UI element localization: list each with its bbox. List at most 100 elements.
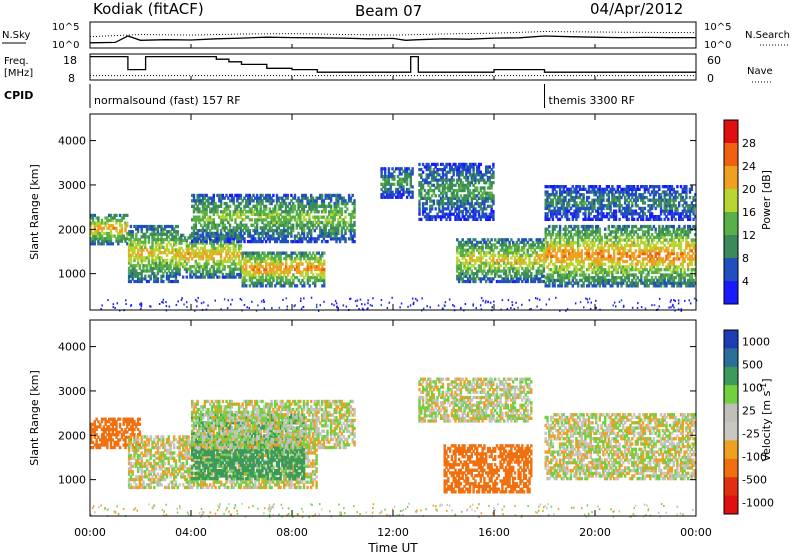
cell-5	[380, 167, 383, 171]
cell-4	[302, 196, 306, 200]
cell-4	[311, 196, 315, 200]
cell-3	[252, 256, 255, 261]
cell-1	[151, 258, 154, 263]
cell-2	[189, 267, 192, 271]
cell-0	[97, 239, 100, 243]
cell-4	[333, 218, 336, 222]
cell-3	[270, 259, 273, 263]
cell-7	[457, 274, 461, 278]
cell-4	[346, 207, 349, 211]
cell-5	[398, 167, 401, 171]
cell-5	[389, 190, 392, 194]
cell-4	[293, 215, 297, 219]
cell-4	[207, 218, 210, 222]
cell-4	[228, 210, 232, 214]
cell-4	[313, 229, 316, 233]
cell-6	[472, 194, 475, 198]
cell-4	[344, 199, 347, 203]
cell-0	[124, 237, 127, 241]
cell-3	[256, 262, 259, 266]
cell-6	[427, 191, 430, 195]
cell-4	[237, 223, 241, 227]
cell-3	[306, 265, 310, 269]
cell-6	[488, 212, 491, 216]
cell-3	[263, 256, 266, 261]
cell-5	[380, 182, 383, 186]
cell-2	[223, 265, 226, 269]
cell-4	[200, 210, 203, 214]
cell-4	[221, 223, 225, 227]
cell-4	[340, 212, 344, 217]
cell-4	[239, 215, 243, 219]
cell-5	[382, 182, 385, 186]
cell-4	[219, 234, 223, 238]
cell-6	[468, 207, 472, 211]
cell-1	[144, 232, 147, 236]
cell-0	[115, 229, 118, 233]
cell-0	[113, 226, 116, 230]
cell-6	[436, 212, 439, 216]
cell-4	[212, 210, 215, 214]
cell-4	[200, 193, 203, 198]
cell-1	[154, 277, 158, 281]
cell-4	[322, 237, 326, 241]
cell-1	[151, 238, 154, 242]
cell-3	[275, 265, 279, 269]
cell-4	[326, 196, 329, 200]
cell-6	[456, 178, 459, 182]
cell-6	[479, 186, 482, 190]
cell-2	[216, 246, 219, 250]
cell-6	[425, 215, 428, 219]
cell-4	[279, 223, 282, 227]
cell-4	[194, 223, 197, 227]
cell-6	[448, 165, 452, 169]
cell-4	[274, 218, 277, 222]
cell-6	[456, 165, 459, 169]
cell-4	[349, 212, 353, 217]
cell-4	[319, 231, 322, 236]
cell-7	[457, 259, 461, 263]
cell-2	[210, 254, 214, 258]
cell-4	[275, 210, 279, 214]
cell-4	[243, 226, 246, 230]
cell-2	[227, 252, 230, 256]
cell-2	[198, 233, 201, 237]
cell-1	[165, 266, 169, 270]
cell-4	[329, 193, 333, 198]
cell-4	[338, 237, 342, 241]
cell-4	[324, 239, 327, 244]
cell-6	[465, 165, 468, 169]
cell-4	[192, 231, 196, 236]
cell-3	[303, 256, 306, 261]
cell-5	[391, 195, 394, 199]
cell-4	[313, 223, 316, 227]
cell-5	[380, 193, 383, 197]
cell-1	[163, 258, 167, 263]
cell-8	[607, 224, 610, 229]
cell-4	[255, 229, 259, 233]
cell-5	[389, 185, 392, 189]
cell-4	[281, 223, 284, 227]
cell-4	[264, 223, 268, 227]
cell-2	[196, 252, 199, 256]
cell-6	[447, 202, 450, 206]
cell-6	[456, 212, 459, 216]
cell-0	[104, 221, 107, 225]
cell-6	[418, 181, 421, 185]
cell-4	[230, 199, 234, 203]
cell-4	[274, 237, 277, 241]
cell-4	[257, 210, 261, 214]
cell-4	[239, 196, 243, 200]
cell-6	[492, 181, 495, 185]
cell-6	[447, 199, 450, 203]
cpid-segment-label-1: themis 3300 RF	[549, 94, 636, 107]
cell-0	[117, 218, 120, 223]
cell-5	[405, 187, 409, 192]
cell-4	[237, 234, 241, 238]
cell-1	[165, 230, 169, 234]
station-title: Kodiak (fitACF)	[93, 0, 204, 18]
cell-6	[466, 178, 470, 182]
cell-4	[259, 196, 262, 200]
cell-3	[297, 270, 301, 274]
cell-3	[265, 270, 268, 274]
